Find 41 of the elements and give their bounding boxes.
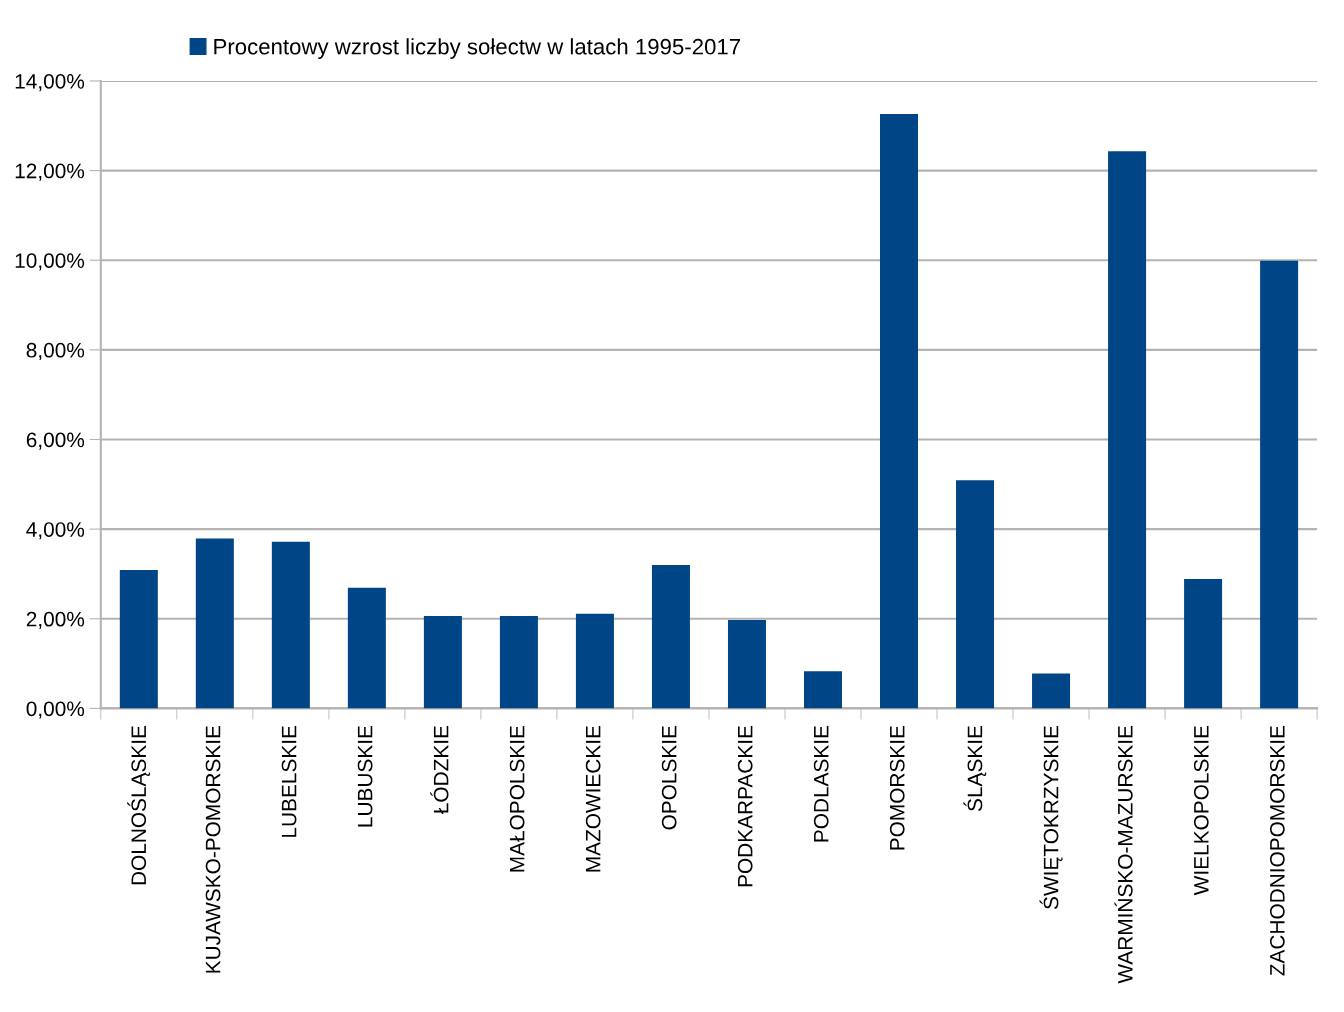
x-tick-label: WIELKOPOLSKIE: [1193, 725, 1209, 896]
bar: [1260, 260, 1299, 709]
y-tick-label: 12,00%: [15, 163, 85, 181]
bar: [271, 541, 310, 709]
bar: [1184, 578, 1223, 709]
x-tick-label: MAŁOPOLSKIE: [509, 725, 525, 872]
x-tick-label: MAZOWIECKIE: [585, 725, 601, 872]
bar: [956, 480, 995, 709]
x-tick-label: WARMIŃSKO-MAZURSKIE: [1114, 725, 1133, 984]
x-tick-label: POMORSKIE: [889, 725, 905, 850]
legend-label: Procentowy wzrost liczby sołectw w latach 1995-2017: [214, 38, 741, 59]
x-tick-label: ZACHODNIOPOMORSKIE: [1269, 725, 1285, 976]
x-tick-label: OPOLSKIE: [661, 725, 677, 830]
bar: [651, 564, 690, 709]
x-tick-label: PODLASKIE: [813, 725, 829, 842]
bar: [499, 616, 538, 709]
bar: [195, 538, 234, 709]
x-tick-label: ŚWIĘTOKRZYSKIE: [1039, 725, 1063, 909]
bar: [119, 569, 158, 709]
y-tick-label: 0,00%: [26, 701, 85, 719]
x-tick-label: DOLNOŚLĄSKIE: [127, 725, 151, 885]
x-tick-label: ŁÓDZKIE: [430, 725, 449, 814]
x-tick-label: LUBELSKIE: [281, 725, 297, 837]
bar: [880, 114, 919, 709]
bar: [423, 616, 462, 709]
y-tick-label: 8,00%: [26, 342, 85, 361]
y-tick-label: 4,00%: [26, 522, 85, 540]
bar: [575, 613, 614, 709]
y-tick-label: 10,00%: [15, 253, 85, 271]
x-tick-label: PODKARPACKIE: [737, 725, 753, 887]
bar: [347, 587, 386, 709]
y-tick-label: 14,00%: [15, 73, 85, 92]
x-tick-label: ŚLĄSKIE: [963, 725, 987, 811]
y-tick-label: 2,00%: [26, 611, 85, 629]
y-tick-label: 6,00%: [26, 432, 85, 450]
bar: [727, 620, 766, 709]
bar: [1032, 673, 1071, 709]
bar: [803, 671, 842, 709]
bar: [1108, 151, 1147, 709]
x-tick-label: LUBUSKIE: [357, 725, 373, 827]
x-tick-label: KUJAWSKO-POMORSKIE: [205, 725, 221, 973]
